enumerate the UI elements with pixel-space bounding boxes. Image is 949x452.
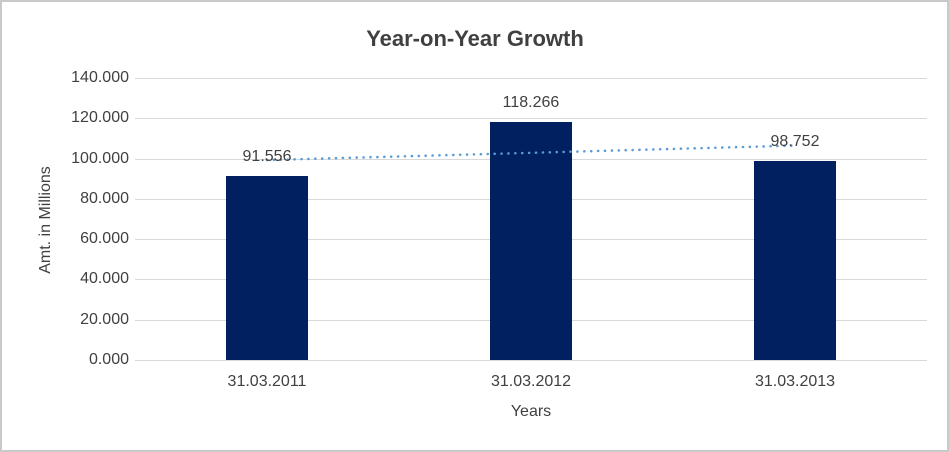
y-tick-label: 120.000	[71, 109, 129, 127]
gridline	[135, 360, 927, 361]
x-axis-title: Years	[510, 403, 552, 420]
x-tick-label: 31.03.2011	[227, 373, 307, 390]
y-tick-label: 20.000	[80, 310, 129, 328]
y-axis-title: Amt. in Millions	[37, 166, 54, 274]
y-tick-label: 100.000	[71, 149, 129, 167]
y-tick-label: 80.000	[80, 189, 129, 207]
y-tick-label: 60.000	[80, 230, 129, 248]
gridline	[135, 118, 927, 120]
y-tick-label: 0.000	[88, 351, 129, 368]
x-tick-label: 31.03.2013	[754, 373, 836, 390]
bar	[490, 121, 572, 360]
x-tick-label: 31.03.2012	[490, 373, 572, 390]
bar	[754, 161, 836, 360]
gridline	[135, 78, 927, 79]
y-tick-label: 40.000	[80, 270, 129, 288]
y-tick-label: 140.000	[71, 69, 129, 86]
chart-title: Year-on-Year Growth	[366, 26, 584, 51]
bar	[226, 175, 308, 360]
bar-data-label: 98.752	[770, 133, 820, 151]
bar-data-label: 91.556	[242, 147, 292, 165]
bar-data-label: 118.266	[502, 93, 560, 111]
